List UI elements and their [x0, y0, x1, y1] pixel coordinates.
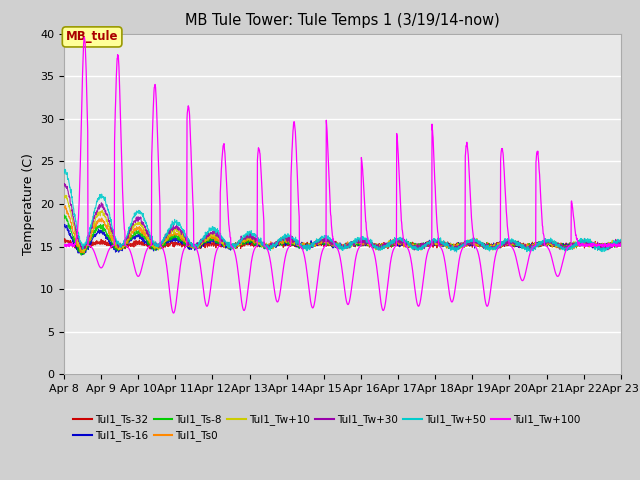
Y-axis label: Temperature (C): Temperature (C) — [22, 153, 35, 255]
Text: MB_tule: MB_tule — [66, 30, 118, 43]
Title: MB Tule Tower: Tule Temps 1 (3/19/14-now): MB Tule Tower: Tule Temps 1 (3/19/14-now… — [185, 13, 500, 28]
Legend: Tul1_Ts-32, Tul1_Ts-16, Tul1_Ts-8, Tul1_Ts0, Tul1_Tw+10, Tul1_Tw+30, Tul1_Tw+50,: Tul1_Ts-32, Tul1_Ts-16, Tul1_Ts-8, Tul1_… — [69, 410, 584, 445]
